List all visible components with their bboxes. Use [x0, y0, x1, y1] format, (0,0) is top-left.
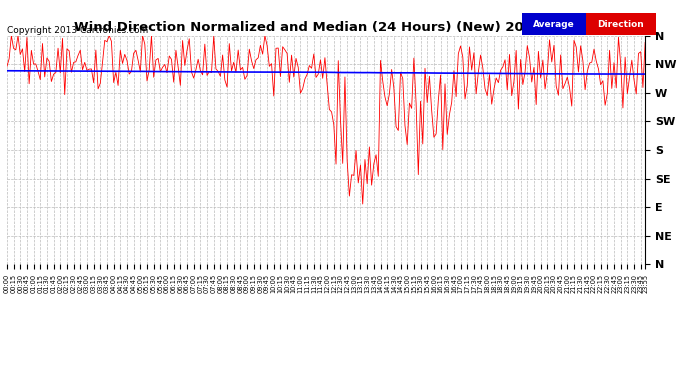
Text: Average: Average	[533, 20, 575, 29]
Text: Direction: Direction	[598, 20, 644, 29]
Title: Wind Direction Normalized and Median (24 Hours) (New) 20131230: Wind Direction Normalized and Median (24…	[74, 21, 578, 34]
Text: Copyright 2013 Cartronics.com: Copyright 2013 Cartronics.com	[7, 27, 148, 36]
